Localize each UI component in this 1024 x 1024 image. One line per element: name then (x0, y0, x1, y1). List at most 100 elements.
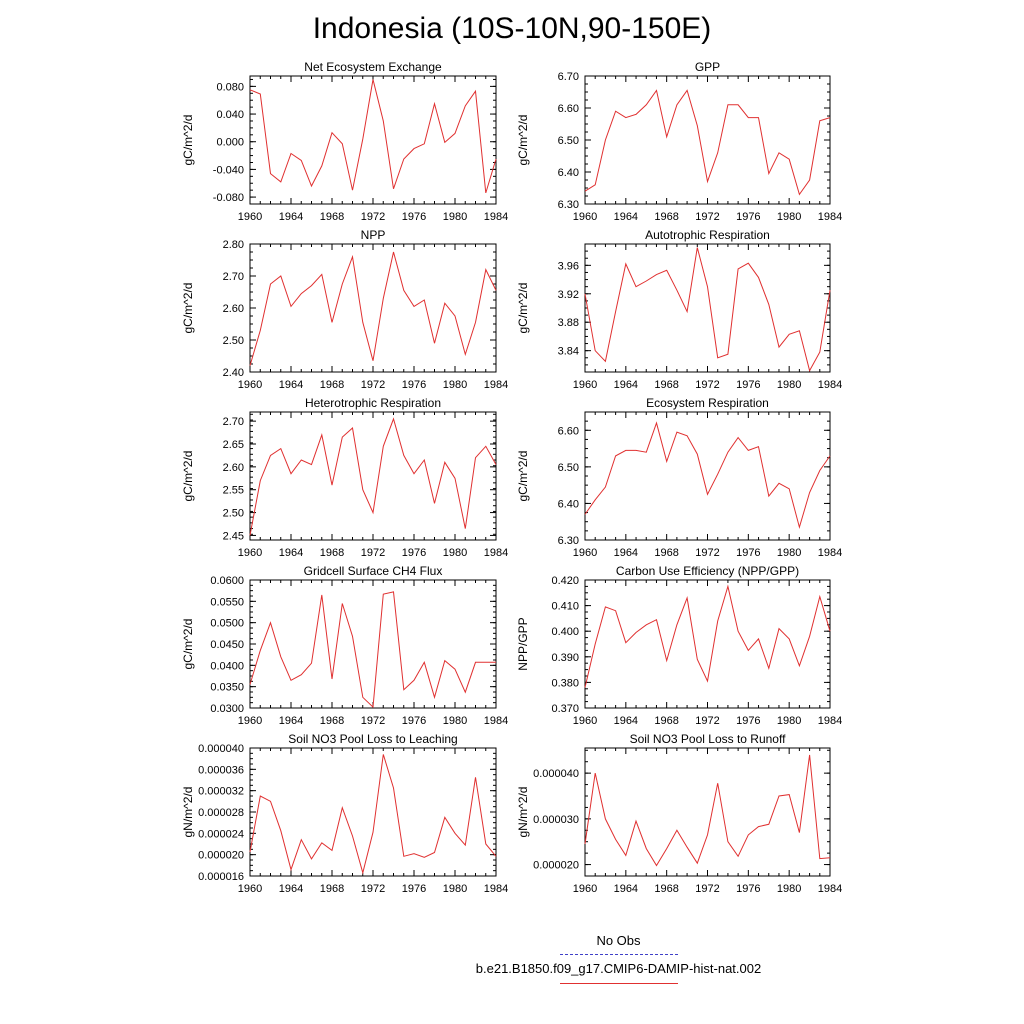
y-tick-label: 6.40 (558, 498, 579, 510)
x-tick-label: 1960 (238, 211, 262, 223)
x-tick-label: 1980 (443, 883, 467, 895)
x-tick-label: 1976 (736, 379, 760, 391)
x-tick-label: 1984 (818, 715, 842, 727)
x-tick-label: 1960 (238, 379, 262, 391)
series-line (584, 584, 831, 688)
y-tick-label: 2.80 (223, 239, 244, 251)
x-tick-label: 1976 (402, 547, 426, 559)
y-tick-label: 2.55 (223, 485, 244, 497)
x-tick-label: 1972 (695, 211, 719, 223)
x-tick-label: 1968 (320, 883, 344, 895)
panel-7: Gridcell Surface CH4 Flux 1960 1964 1968 197… (181, 564, 508, 727)
panel-3: NPP 1960 1964 1968 1972 1976 1980 1984 2.80 2.70 2… (181, 228, 508, 391)
plot-frame (249, 243, 497, 373)
y-tick-label: 2.70 (223, 271, 244, 283)
x-tick-label: 1984 (484, 547, 508, 559)
y-tick-label: 0.0450 (210, 639, 244, 651)
y-tick-label: 6.60 (558, 425, 579, 437)
x-tick-label: 1960 (573, 211, 597, 223)
panel-8: Carbon Use Efficiency (NPP/GPP) 1960 1964 1… (516, 564, 842, 727)
y-tick-label: 6.50 (558, 462, 579, 474)
y-tick-label: 0.040 (216, 109, 244, 121)
x-tick-label: 1960 (573, 379, 597, 391)
y-axis-label: gC/m^2/d (181, 283, 195, 334)
x-tick-label: 1984 (484, 379, 508, 391)
series-line (249, 417, 497, 536)
x-tick-label: 1968 (320, 379, 344, 391)
panel-title: Carbon Use Efficiency (NPP/GPP) (616, 564, 799, 578)
y-tick-label: 0.420 (551, 575, 579, 587)
y-tick-label: 0.000024 (198, 828, 244, 840)
x-tick-label: 1980 (777, 715, 801, 727)
panel-2: GPP 1960 1964 1968 1972 1976 1980 1984 6.70 6.60 6… (516, 60, 842, 223)
y-axis-label: gN/m^2/d (516, 787, 530, 838)
x-tick-label: 1968 (654, 547, 678, 559)
x-tick-label: 1984 (484, 715, 508, 727)
x-tick-label: 1972 (695, 883, 719, 895)
y-tick-label: 2.50 (223, 335, 244, 347)
panel-title: Heterotrophic Respiration (305, 396, 441, 410)
series-line (584, 89, 831, 196)
y-tick-label: 0.380 (551, 677, 579, 689)
y-tick-label: 0.000016 (198, 871, 244, 883)
y-tick-label: 2.65 (223, 439, 244, 451)
y-tick-label: 6.50 (558, 135, 579, 147)
legend-obs-label: No Obs (596, 933, 641, 948)
x-tick-label: 1968 (654, 715, 678, 727)
x-tick-label: 1980 (777, 379, 801, 391)
x-tick-label: 1976 (402, 883, 426, 895)
series-line (249, 251, 497, 366)
y-tick-label: 0.0300 (210, 703, 244, 715)
x-tick-label: 1972 (361, 379, 385, 391)
x-tick-label: 1976 (736, 547, 760, 559)
x-tick-label: 1968 (320, 547, 344, 559)
x-tick-label: 1972 (361, 211, 385, 223)
x-tick-label: 1984 (818, 883, 842, 895)
y-tick-label: 3.92 (558, 289, 579, 301)
y-tick-label: 0.0500 (210, 618, 244, 630)
x-tick-label: 1976 (736, 211, 760, 223)
y-tick-label: 0.410 (551, 601, 579, 613)
y-tick-label: 6.40 (558, 167, 579, 179)
panel-6: Ecosystem Respiration 1960 1964 1968 1972 197… (516, 396, 842, 559)
panel-10: Soil NO3 Pool Loss to Runoff 1960 1964 1968… (516, 732, 842, 895)
y-tick-label: 0.000032 (198, 786, 244, 798)
y-tick-label: 0.000030 (533, 814, 579, 826)
x-tick-label: 1984 (818, 547, 842, 559)
y-tick-label: 0.0600 (210, 575, 244, 587)
x-tick-label: 1976 (402, 211, 426, 223)
series-line (584, 247, 831, 372)
y-tick-label: 2.45 (223, 530, 244, 542)
y-tick-label: 0.000040 (198, 743, 244, 755)
y-tick-label: 2.40 (223, 367, 244, 379)
x-tick-label: 1980 (777, 883, 801, 895)
series-line (249, 79, 497, 194)
x-tick-label: 1960 (238, 547, 262, 559)
panel-5: Heterotrophic Respiration 1960 1964 1968 197… (181, 396, 508, 559)
plot-frame (584, 75, 831, 205)
panel-1: Net Ecosystem Exchange 1960 1964 1968 1972 19… (181, 60, 508, 223)
x-tick-label: 1964 (279, 547, 303, 559)
plot-frame (249, 75, 497, 205)
y-axis-label: gC/m^2/d (516, 451, 530, 502)
plot-frame (249, 579, 497, 709)
y-tick-label: 0.000036 (198, 764, 244, 776)
x-tick-label: 1984 (818, 211, 842, 223)
x-tick-label: 1960 (573, 715, 597, 727)
panel-title: Autotrophic Respiration (645, 228, 770, 242)
legend-obs-line (560, 954, 678, 955)
y-tick-label: 0.0350 (210, 682, 244, 694)
y-tick-label: 2.60 (223, 303, 244, 315)
panel-title: Ecosystem Respiration (646, 396, 769, 410)
x-tick-label: 1960 (573, 547, 597, 559)
plot-frame (584, 579, 831, 709)
y-tick-label: 2.70 (223, 416, 244, 428)
x-tick-label: 1972 (695, 379, 719, 391)
series-line (584, 421, 831, 530)
panel-title: Soil NO3 Pool Loss to Leaching (288, 732, 457, 746)
plot-frame (584, 243, 831, 373)
panel-9: Soil NO3 Pool Loss to Leaching 1960 1964 19… (181, 732, 508, 895)
y-axis-label: gC/m^2/d (516, 115, 530, 166)
y-tick-label: 0.000020 (533, 860, 579, 872)
